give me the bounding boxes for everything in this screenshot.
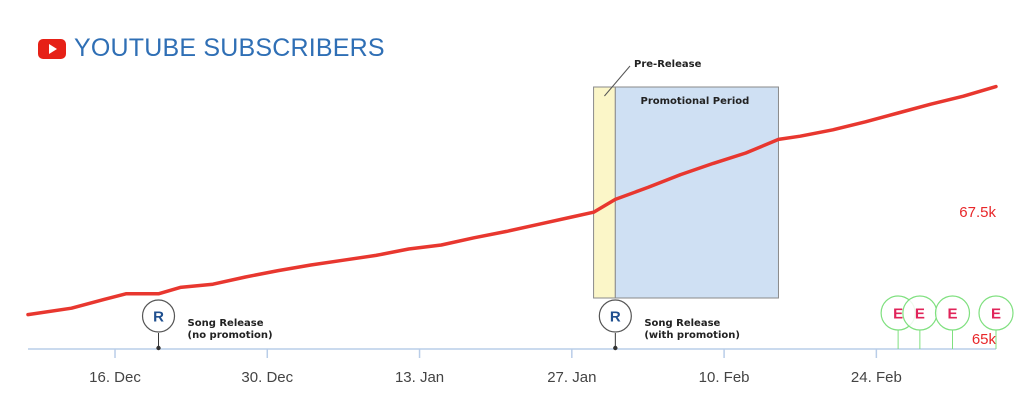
x-tick-label: 30. Dec (241, 369, 293, 386)
x-tick-label: 13. Jan (395, 369, 444, 386)
promotional-band (614, 86, 779, 299)
subscribers-series-line (26, 84, 998, 317)
release-marker-letter: R (610, 309, 621, 326)
prerelease-band (593, 86, 616, 299)
x-tick-label: 16. Dec (89, 369, 141, 386)
y-axis-labels: 67.5k 65k (959, 204, 996, 348)
event-marker-letter: E (947, 306, 957, 323)
release-annotation-line2: (no promotion) (188, 330, 273, 341)
period-bands: Pre-Release Promotional Period (593, 59, 779, 299)
release-marker-letter: R (153, 309, 164, 326)
release-annotation-line1: Song Release (644, 318, 720, 329)
youtube-play-icon (38, 38, 66, 59)
x-axis: 16. Dec 30. Dec 13. Jan 27. Jan 10. Feb 24. F… (28, 348, 996, 386)
event-marker-letter: E (991, 306, 1001, 323)
chart-header: YOUTUBE SUBSCRIBERS (38, 34, 385, 63)
event-marker-letter: E (915, 306, 925, 323)
y-label-65k: 65k (972, 331, 997, 348)
chart-title: YOUTUBE SUBSCRIBERS (74, 34, 385, 62)
release-marker-circle (141, 299, 176, 333)
release-annotation-line1: Song Release (188, 318, 264, 329)
release-marker-dot (613, 345, 618, 351)
event-marker-letter: E (893, 306, 903, 323)
release-marker-dot (156, 345, 161, 351)
x-tick-label: 27. Jan (547, 369, 596, 386)
release-annotations: R Song Release(no promotion)R Song Release… (141, 299, 740, 351)
x-tick-label: 24. Feb (851, 369, 902, 386)
series-layer (26, 84, 998, 317)
x-tick-label: 10. Feb (699, 369, 750, 386)
promotional-period-label: Promotional Period (641, 96, 750, 107)
release-annotation-line2: (with promotion) (644, 330, 740, 341)
prerelease-leader-line (604, 65, 631, 97)
event-marker-circle (934, 295, 971, 331)
y-label-67-5k: 67.5k (959, 204, 996, 221)
prerelease-label: Pre-Release (634, 59, 702, 70)
release-marker-circle (598, 299, 632, 333)
event-marker-circle (978, 295, 1014, 331)
